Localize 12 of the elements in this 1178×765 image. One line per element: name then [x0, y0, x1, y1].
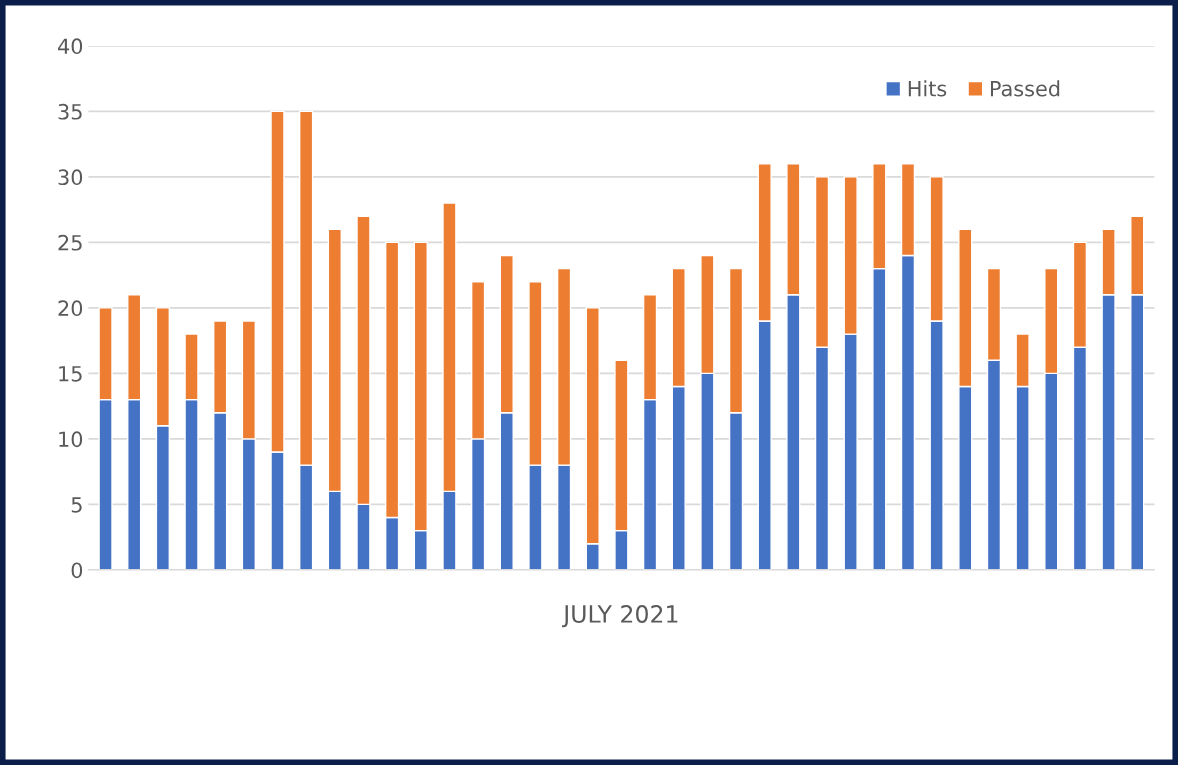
y-tick-label: 10: [59, 431, 83, 448]
y-tick-label: 0: [71, 562, 83, 579]
legend-label: Hits: [908, 80, 947, 97]
legend-label: Passed: [990, 80, 1060, 97]
y-tick-label: 35: [58, 103, 82, 120]
x-axis-title: JULY 2021: [562, 605, 678, 628]
y-tick-label: 5: [71, 497, 82, 513]
y-tick-label: 40: [58, 38, 83, 55]
y-tick-label: 25: [58, 234, 82, 251]
y-tick-label: 20: [58, 300, 83, 317]
y-tick-label: 30: [58, 169, 83, 186]
y-tick-label: 15: [59, 366, 82, 382]
